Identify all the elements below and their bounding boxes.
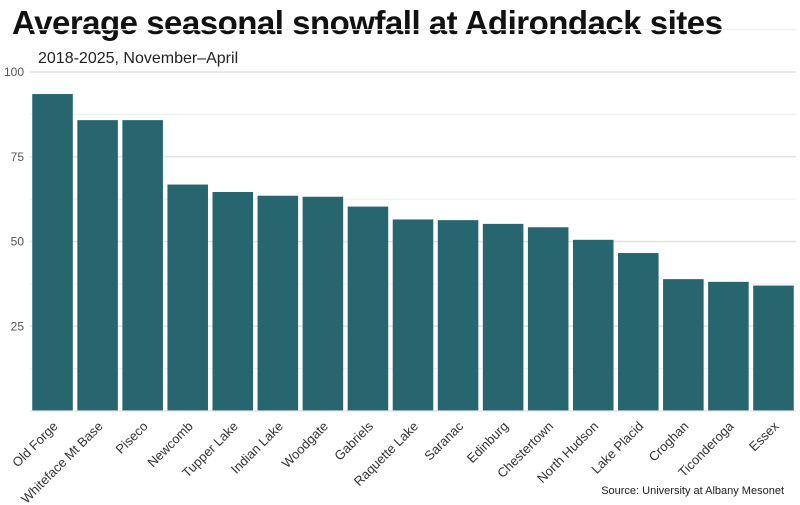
x-tick-label: Croghan bbox=[646, 419, 692, 465]
x-tick-label: Piseco bbox=[113, 419, 151, 457]
bar-chestertown bbox=[527, 227, 569, 411]
bar-edinburg bbox=[482, 223, 524, 411]
bar-croghan bbox=[663, 279, 704, 411]
chart-subtitle: 2018-2025, November–April bbox=[38, 50, 239, 67]
x-tick-label: Essex bbox=[746, 418, 782, 454]
bar-piseco bbox=[122, 120, 163, 411]
x-tick-label: Whiteface Mt Base bbox=[18, 419, 106, 505]
bar-tupper-lake bbox=[212, 192, 254, 411]
bar-whiteface-mt-base bbox=[77, 120, 118, 411]
x-tick-label: Gabriels bbox=[331, 418, 376, 463]
bar-woodgate bbox=[302, 196, 344, 411]
bar-old-forge bbox=[32, 94, 73, 411]
x-tick-label: Woodgate bbox=[279, 419, 331, 471]
source-note: Source: University at Albany Mesonet bbox=[601, 485, 784, 497]
bar-raquette-lake bbox=[392, 219, 434, 411]
bar-north-hudson bbox=[572, 239, 614, 411]
bar-lake-placid bbox=[618, 253, 659, 411]
y-tick-label: 25 bbox=[11, 319, 25, 333]
bar-newcomb bbox=[167, 184, 208, 411]
y-tick-label: 50 bbox=[11, 235, 25, 249]
y-tick-label: 75 bbox=[11, 150, 25, 164]
bar-saranac bbox=[437, 220, 479, 411]
y-tick-label: 100 bbox=[4, 65, 24, 79]
bar-essex bbox=[753, 285, 794, 411]
bar-gabriels bbox=[347, 206, 389, 411]
x-tick-label: Saranac bbox=[421, 418, 466, 463]
bar-ticonderoga bbox=[708, 281, 749, 411]
bar-indian-lake bbox=[257, 195, 299, 411]
chart-title: Average seasonal snowfall at Adirondack … bbox=[12, 4, 723, 41]
